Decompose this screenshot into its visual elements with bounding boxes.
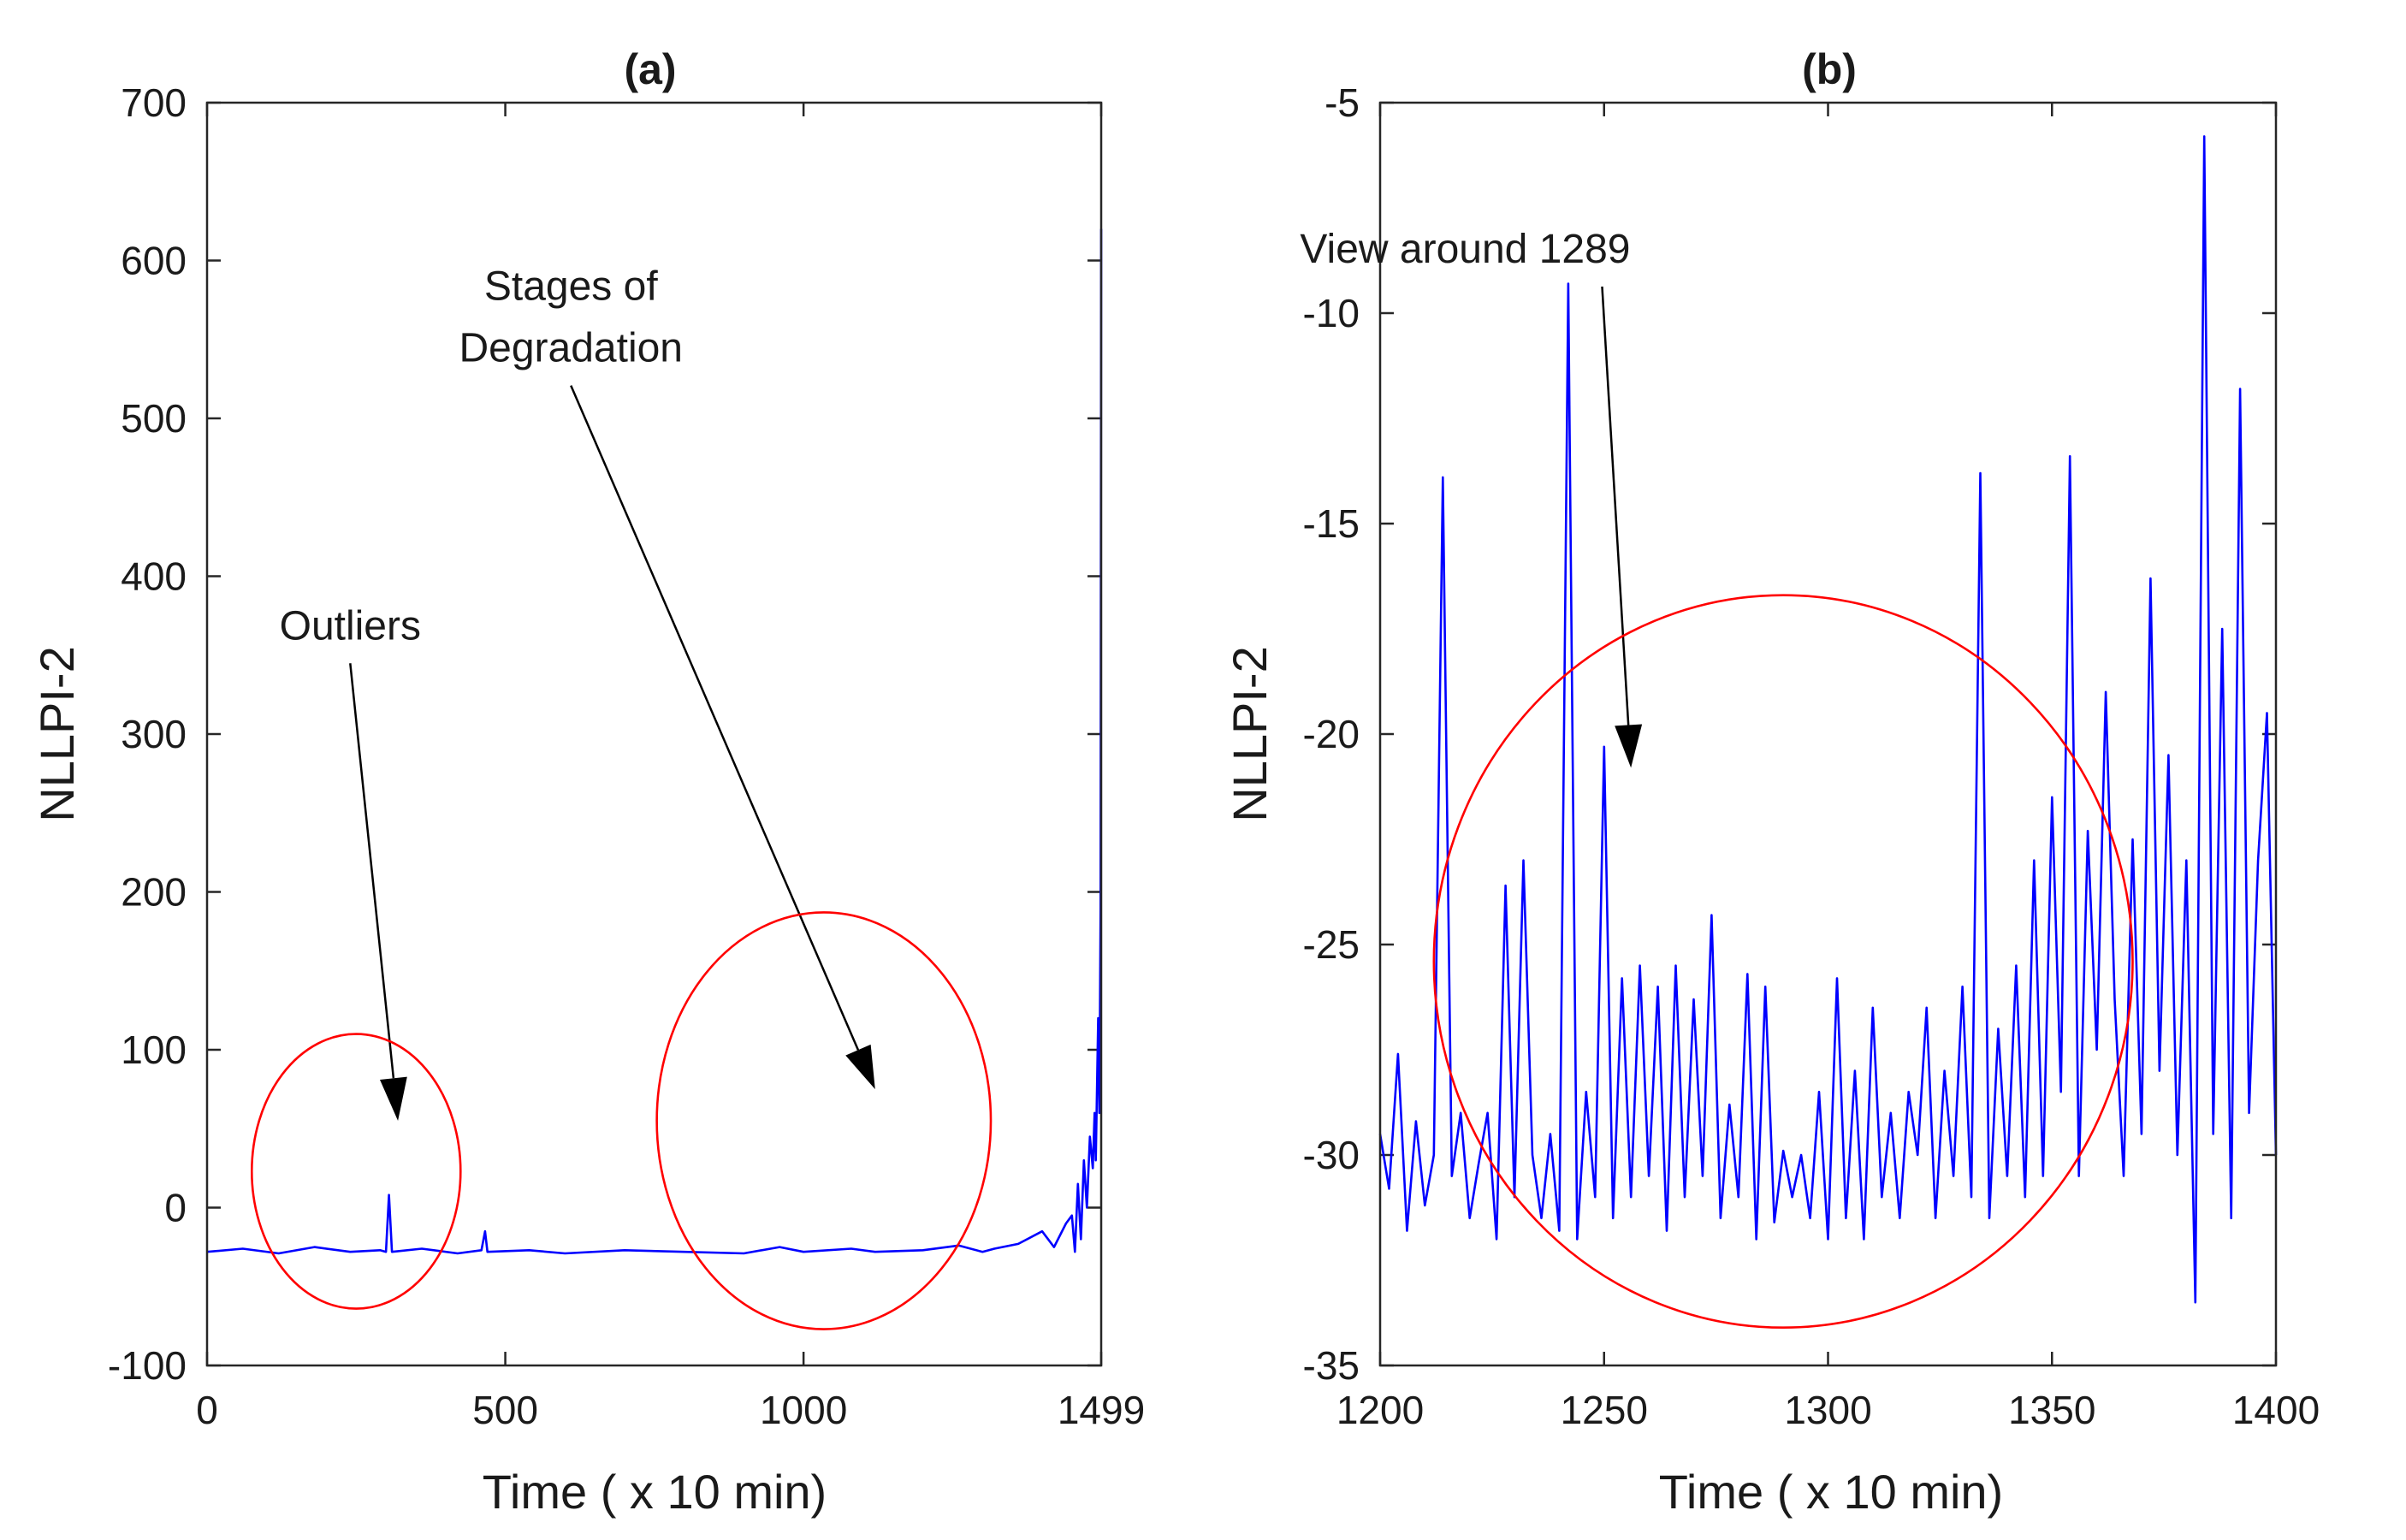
panel-b-series-line — [1378, 135, 2278, 1304]
x-tick-label: 1350 — [2008, 1388, 2095, 1432]
x-tick-label: 1499 — [1058, 1388, 1145, 1432]
y-tick-label: 500 — [121, 396, 187, 441]
x-tick-label: 1400 — [2232, 1388, 2320, 1432]
y-tick-label: -30 — [1303, 1133, 1360, 1177]
y-tick-label: -20 — [1303, 712, 1360, 756]
panel-a-axes-frame — [205, 101, 1103, 1367]
y-tick-label: -15 — [1303, 501, 1360, 546]
panel-b-ylabel: NLLPI-2 — [1223, 646, 1277, 821]
panel-b-title: (b) — [1802, 45, 1857, 93]
panel-b-axes-frame — [1378, 101, 2278, 1367]
x-tick-label: 1000 — [760, 1388, 847, 1432]
highlight-ellipse — [1432, 594, 2134, 1330]
y-tick-label: 700 — [121, 80, 187, 125]
annotation-text: Degradation — [459, 326, 683, 371]
y-tick-label: 600 — [121, 239, 187, 283]
x-tick-label: 1200 — [1336, 1388, 1424, 1432]
annotation-arrowhead — [845, 1044, 875, 1090]
panel-b-tick-labels: 1200 1250 1300 1350 1400 -35 -30 -25 -20 -15 -10 -5 — [1303, 80, 2320, 1432]
x-tick-label: 500 — [472, 1388, 538, 1432]
annotation-arrow — [570, 385, 860, 1051]
y-tick-label: -100 — [108, 1343, 187, 1388]
y-tick-label: 400 — [121, 554, 187, 599]
annotation-text: Stages of — [484, 264, 658, 310]
x-tick-label: 0 — [196, 1388, 218, 1432]
y-tick-label: 300 — [121, 712, 187, 756]
y-tick-label: 0 — [164, 1186, 187, 1230]
panel-b: (b) 1200 1250 1300 1350 1400 -35 -30 -25 -20 -15 -… — [1223, 45, 2320, 1519]
x-tick-label: 1300 — [1784, 1388, 1871, 1432]
annotation-arrow — [349, 663, 395, 1079]
highlight-ellipse — [655, 911, 993, 1330]
annotation-arrowhead — [379, 1076, 407, 1122]
panel-b-xlabel: Time ( x 10 min) — [1659, 1465, 2003, 1519]
annotation-text: View around 1289 — [1300, 227, 1630, 272]
annotation-arrow — [1601, 286, 1630, 726]
annotation-text: Outliers — [280, 603, 421, 649]
y-tick-label: -5 — [1324, 80, 1360, 125]
annotation-arrowhead — [1615, 724, 1643, 768]
panel-a-title: (a) — [624, 45, 676, 93]
y-tick-label: -35 — [1303, 1343, 1360, 1388]
panel-a: (a) 0 500 1000 1499-10001002003004005006007… — [30, 45, 1145, 1519]
highlight-ellipse — [250, 1033, 462, 1310]
panel-b-annotations: View around 1289 — [1300, 227, 2134, 1330]
y-tick-label: 200 — [121, 870, 187, 915]
panel-a-xlabel: Time ( x 10 min) — [483, 1465, 827, 1519]
panel-a-series-line — [206, 228, 1103, 1255]
y-tick-label: -10 — [1303, 291, 1360, 335]
x-tick-label: 1250 — [1561, 1388, 1648, 1432]
y-tick-label: 100 — [121, 1028, 187, 1072]
y-tick-label: -25 — [1303, 922, 1360, 967]
panel-a-ylabel: NLLPI-2 — [30, 646, 84, 821]
panel-a-annotations: Outliers Stages of Degradation — [250, 264, 993, 1330]
